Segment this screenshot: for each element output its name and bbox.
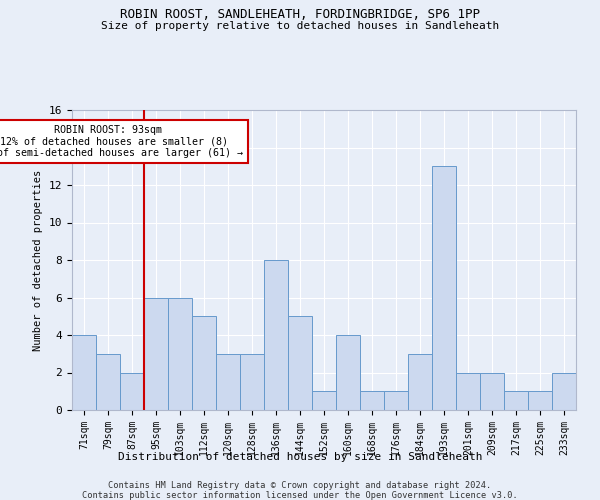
Text: ROBIN ROOST, SANDLEHEATH, FORDINGBRIDGE, SP6 1PP: ROBIN ROOST, SANDLEHEATH, FORDINGBRIDGE,…	[120, 8, 480, 20]
Bar	[240, 354, 264, 410]
Bar	[192, 316, 216, 410]
Text: ROBIN ROOST: 93sqm
← 12% of detached houses are smaller (8)
88% of semi-detached: ROBIN ROOST: 93sqm ← 12% of detached hou…	[0, 125, 243, 158]
Text: Contains public sector information licensed under the Open Government Licence v3: Contains public sector information licen…	[82, 491, 518, 500]
Bar	[336, 335, 360, 410]
Bar	[504, 391, 528, 410]
Bar	[432, 166, 456, 410]
Bar	[312, 391, 336, 410]
Text: Size of property relative to detached houses in Sandleheath: Size of property relative to detached ho…	[101, 21, 499, 31]
Bar	[528, 391, 552, 410]
Bar	[456, 372, 480, 410]
Bar	[144, 298, 168, 410]
Bar	[408, 354, 432, 410]
Bar	[552, 372, 576, 410]
Bar	[288, 316, 312, 410]
Bar	[168, 298, 192, 410]
Bar	[480, 372, 504, 410]
Bar	[216, 354, 240, 410]
Bar	[72, 335, 96, 410]
Bar	[360, 391, 384, 410]
Bar	[384, 391, 408, 410]
Bar	[264, 260, 288, 410]
Bar	[120, 372, 144, 410]
Bar	[96, 354, 120, 410]
Y-axis label: Number of detached properties: Number of detached properties	[33, 170, 43, 350]
Text: Contains HM Land Registry data © Crown copyright and database right 2024.: Contains HM Land Registry data © Crown c…	[109, 481, 491, 490]
Text: Distribution of detached houses by size in Sandleheath: Distribution of detached houses by size …	[118, 452, 482, 462]
